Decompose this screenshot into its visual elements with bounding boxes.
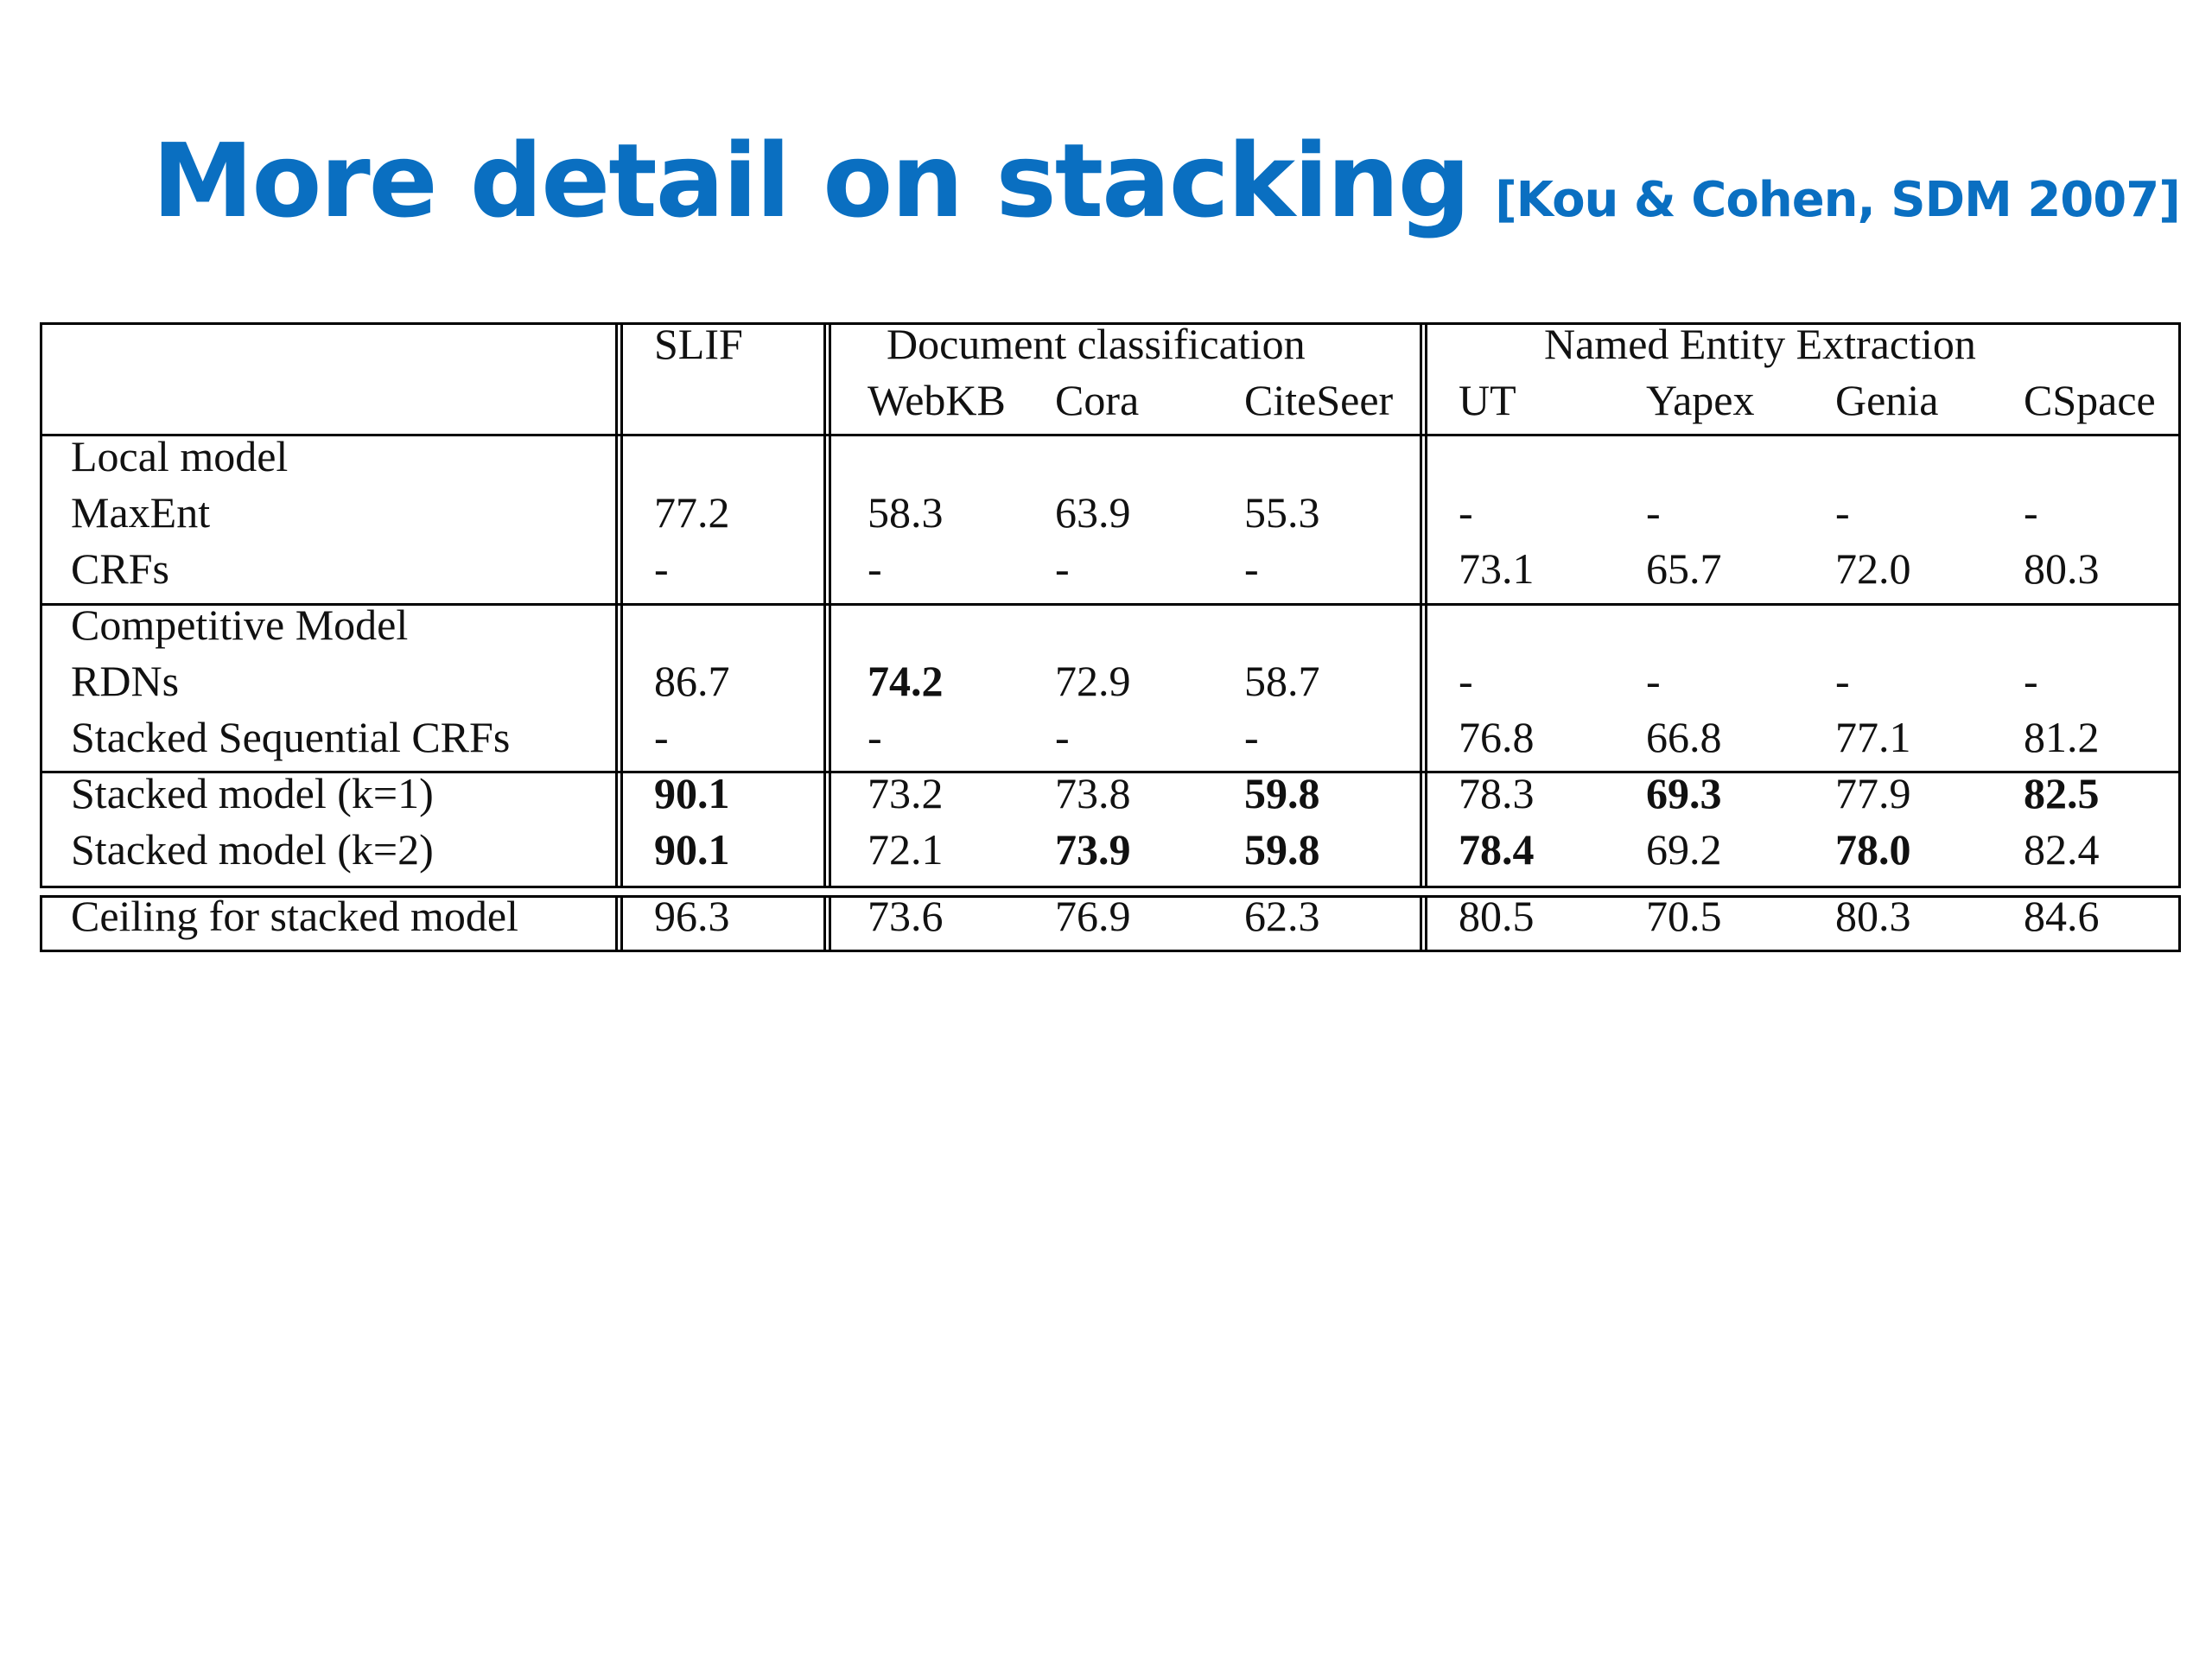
column-rule [823,895,826,952]
column-rule [829,322,831,888]
header-column: Cora [1055,376,1140,424]
table-cell: 73.9 [1055,825,1131,874]
ceiling-label: Ceiling for stacked model [71,892,518,940]
ceiling-cell: 70.5 [1646,892,1722,940]
table-cell: - [1835,657,1850,705]
table-cell: 77.1 [1835,713,1911,761]
table-cell: 78.3 [1459,769,1535,817]
ceiling-cell: 80.5 [1459,892,1535,940]
row-label: MaxEnt [71,488,211,537]
table-cell: 59.8 [1244,825,1320,874]
slide-title-main: More detail on stacking [152,121,1471,240]
section-rule [40,771,2181,773]
table-cell: - [2024,657,2038,705]
ceiling-cell: 73.6 [868,892,944,940]
table-cell: 82.5 [2024,769,2100,817]
table-cell: - [868,713,882,761]
header-column: Yapex [1646,376,1755,424]
table-cell: 65.7 [1646,544,1722,593]
ceiling-cell: 76.9 [1055,892,1131,940]
column-rule [1425,322,1427,888]
table-cell: 76.8 [1459,713,1535,761]
table-cell: 69.2 [1646,825,1722,874]
table-cell: 86.7 [654,657,730,705]
table-cell: - [1835,488,1850,537]
table-cell: 59.8 [1244,769,1320,817]
header-column: WebKB [868,376,1006,424]
column-rule [1420,322,1422,888]
section-heading: Local model [71,432,289,480]
table-cell: 73.2 [868,769,944,817]
ceiling-cell: 62.3 [1244,892,1320,940]
table-cell: - [1244,544,1259,593]
table-cell: 90.1 [654,769,730,817]
column-rule [615,322,618,888]
column-rule [823,322,826,888]
table-cell: - [1055,713,1070,761]
table-cell: 74.2 [868,657,944,705]
header-column: UT [1459,376,1516,424]
table-cell: 66.8 [1646,713,1722,761]
table-cell: 58.7 [1244,657,1320,705]
table-cell: 80.3 [2024,544,2100,593]
ceiling-cell: 84.6 [2024,892,2100,940]
table-cell: - [2024,488,2038,537]
row-label: Stacked model (k=1) [71,769,434,817]
header-column: Genia [1835,376,1939,424]
slide-title: More detail on stacking [Kou & Cohen, SDM… [152,121,2181,240]
table-cell: - [654,713,669,761]
ceiling-border [40,895,2181,952]
table-cell: - [1055,544,1070,593]
row-label: RDNs [71,657,180,705]
section-rule [40,434,2181,436]
table-cell: 78.0 [1835,825,1911,874]
header-column: CSpace [2024,376,2156,424]
table-cell: 81.2 [2024,713,2100,761]
table-cell: - [1459,657,1473,705]
section-heading: Competitive Model [71,601,409,649]
header-named-entity-extraction: Named Entity Extraction [1544,320,1976,368]
column-rule [615,895,618,952]
section-rule [40,603,2181,606]
table-cell: 69.3 [1646,769,1722,817]
row-label: Stacked model (k=2) [71,825,434,874]
table-cell: - [1459,488,1473,537]
table-cell: 77.2 [654,488,730,537]
column-rule [1425,895,1427,952]
table-cell: - [868,544,882,593]
table-cell: 72.0 [1835,544,1911,593]
table-cell: - [1244,713,1259,761]
header-document-classification: Document classification [887,320,1306,368]
column-rule [620,322,623,888]
slide-citation: [Kou & Cohen, SDM 2007] [1495,172,2181,228]
column-rule [1420,895,1422,952]
row-label: CRFs [71,544,169,593]
table-cell: 72.9 [1055,657,1131,705]
column-rule [829,895,831,952]
column-rule [620,895,623,952]
table-cell: - [654,544,669,593]
table-cell: 77.9 [1835,769,1911,817]
table-cell: - [1646,657,1661,705]
table-cell: 73.8 [1055,769,1131,817]
table-cell: 73.1 [1459,544,1535,593]
table-cell: 58.3 [868,488,944,537]
header-column: CiteSeer [1244,376,1394,424]
table-cell: 63.9 [1055,488,1131,537]
row-label: Stacked Sequential CRFs [71,713,511,761]
header-slif: SLIF [654,320,743,368]
table-cell: 55.3 [1244,488,1320,537]
table-cell: 72.1 [868,825,944,874]
ceiling-cell: 80.3 [1835,892,1911,940]
ceiling-cell: 96.3 [654,892,730,940]
table-cell: 78.4 [1459,825,1535,874]
table-cell: - [1646,488,1661,537]
table-cell: 82.4 [2024,825,2100,874]
table-cell: 90.1 [654,825,730,874]
